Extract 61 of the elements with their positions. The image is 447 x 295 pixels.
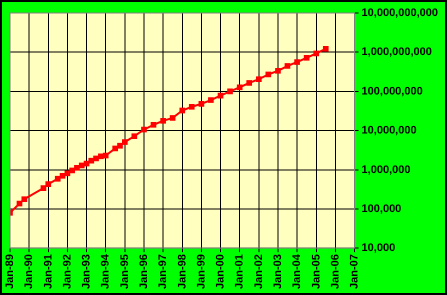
x-tick-label: Jan-07 — [348, 254, 361, 290]
point — [227, 88, 233, 94]
point — [198, 101, 204, 107]
point — [256, 76, 262, 82]
x-tick-label: Jan-90 — [23, 254, 36, 290]
point — [74, 165, 80, 171]
x-tick-label: Jan-98 — [176, 254, 188, 290]
x-tick-label: Jan-02 — [252, 254, 265, 290]
x-tick-label: Jan-05 — [310, 254, 322, 290]
x-tick-label: Jan-95 — [118, 254, 131, 290]
point — [246, 80, 252, 86]
point — [275, 68, 281, 74]
y-tick-label: 10,000,000 — [362, 124, 417, 137]
x-tick-label: Jan-96 — [138, 254, 150, 290]
point — [21, 196, 28, 202]
x-tick-label: Jan-97 — [157, 254, 170, 290]
y-tick-label: 100,000 — [362, 202, 402, 215]
point — [284, 63, 290, 69]
x-tick-label: Jan-94 — [100, 253, 112, 290]
point — [141, 126, 147, 132]
point — [45, 181, 52, 187]
x-tick-label: Jan-01 — [234, 254, 246, 290]
point — [69, 168, 75, 174]
point — [179, 108, 186, 114]
point — [265, 72, 272, 78]
x-tick-label: Jan-89 — [4, 254, 16, 290]
x-tick-label: Jan-00 — [214, 254, 227, 290]
point — [294, 59, 300, 65]
point — [60, 173, 66, 179]
point — [112, 146, 118, 152]
point — [236, 84, 243, 90]
point — [322, 46, 329, 52]
x-tick-label: Jan-04 — [291, 253, 304, 290]
point — [313, 50, 320, 56]
point — [150, 122, 156, 128]
point — [188, 104, 195, 110]
y-tick-label: 1,000,000,000 — [362, 46, 432, 58]
x-tick-label: Jan-92 — [61, 254, 74, 290]
x-tick-label: Jan-06 — [329, 254, 342, 290]
y-tick-label: 1,000,000 — [362, 164, 410, 176]
x-tick-label: Jan-93 — [80, 254, 93, 290]
point — [102, 152, 109, 158]
y-tick-label: 10,000 — [362, 242, 396, 254]
point — [64, 170, 70, 176]
point — [84, 160, 90, 166]
point — [16, 200, 22, 206]
x-tick-label: Jan-99 — [195, 254, 208, 290]
point — [160, 118, 166, 124]
point — [208, 97, 214, 103]
x-tick-label: Jan-91 — [42, 254, 54, 290]
point — [93, 156, 99, 162]
point — [117, 142, 123, 149]
point — [131, 133, 138, 139]
y-tick-label: 10,000,000,000 — [362, 7, 438, 20]
point — [304, 54, 310, 61]
point — [218, 92, 224, 98]
point — [40, 185, 46, 191]
point — [122, 139, 128, 145]
point — [170, 115, 176, 121]
y-tick-label: 100,000,000 — [362, 85, 423, 98]
x-tick-label: Jan-03 — [272, 254, 284, 290]
